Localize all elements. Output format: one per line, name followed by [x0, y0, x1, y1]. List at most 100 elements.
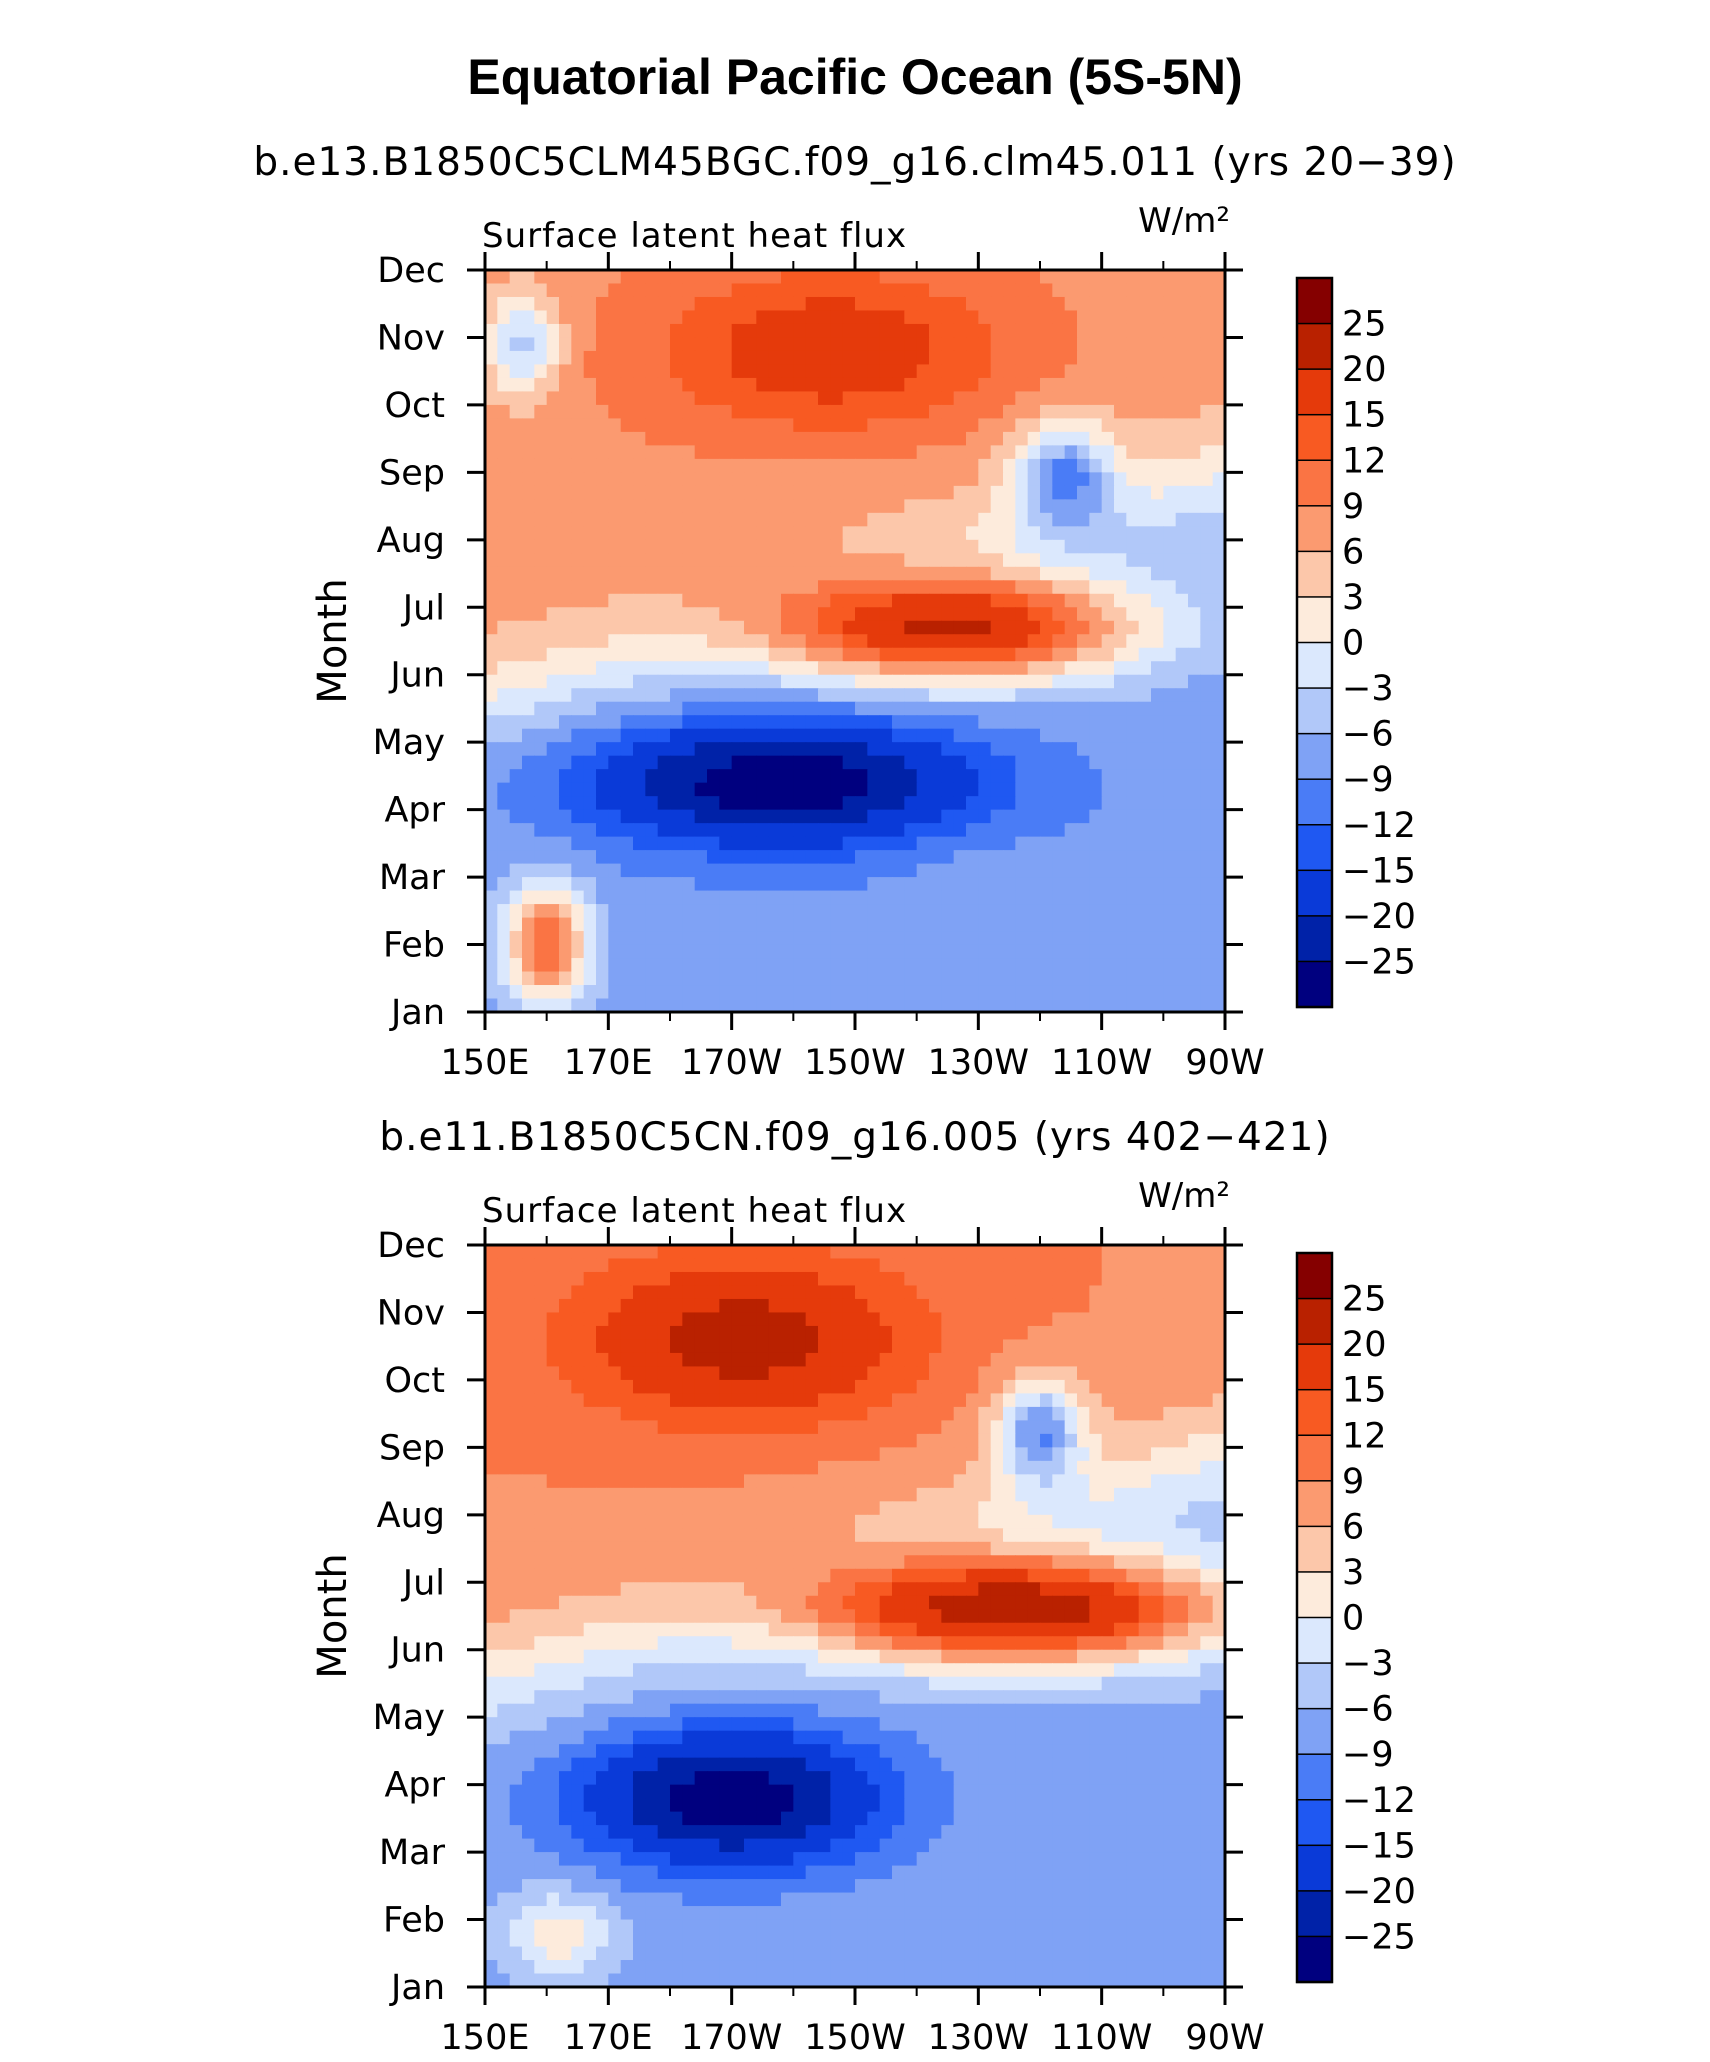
heatmap-cell [744, 998, 757, 1012]
heatmap-cell [1089, 1501, 1103, 1516]
heatmap-cell [559, 364, 572, 379]
heatmap-cell [1040, 1582, 1053, 1597]
heatmap-cell [485, 472, 498, 487]
heatmap-cell [509, 1393, 523, 1408]
heatmap-cell [879, 404, 893, 419]
heatmap-cell [990, 998, 1004, 1012]
heatmap-cell [608, 607, 622, 622]
heatmap-cell [1064, 836, 1078, 851]
heatmap-cell [966, 283, 979, 298]
heatmap-cell [645, 485, 659, 500]
heatmap-cell [1188, 1420, 1201, 1435]
heatmap-cell [818, 270, 831, 285]
heatmap-cell [1212, 1406, 1225, 1421]
heatmap-cell [744, 931, 757, 946]
heatmap-cell [1151, 1245, 1164, 1260]
heatmap-cell [966, 701, 979, 716]
heatmap-cell [768, 661, 782, 676]
heatmap-cell [867, 1352, 881, 1368]
heatmap-cell [805, 553, 819, 568]
heatmap-cell [842, 782, 856, 797]
heatmap-cell [1015, 809, 1029, 824]
heatmap-cell [818, 863, 831, 878]
heatmap-cell [904, 566, 918, 581]
heatmap-cell [645, 1582, 659, 1597]
heatmap-cell [559, 931, 572, 946]
heatmap-cell [1114, 1325, 1127, 1341]
heatmap-cell [879, 1379, 893, 1394]
heatmap-cell [1101, 1447, 1115, 1462]
heatmap-cell [1015, 971, 1029, 986]
heatmap-cell [953, 674, 967, 689]
heatmap-cell [657, 823, 671, 838]
heatmap-cell [768, 809, 782, 824]
heatmap-cell [620, 566, 634, 581]
heatmap-cell [805, 1582, 819, 1597]
heatmap-cell [485, 1406, 498, 1421]
heatmap-cell [719, 1474, 733, 1489]
heatmap-cell [522, 1258, 535, 1273]
heatmap-cell [1114, 1285, 1127, 1300]
heatmap-cell [707, 1271, 720, 1287]
heatmap-cell [953, 310, 967, 325]
heatmap-cell [1200, 742, 1214, 757]
heatmap-cell [509, 755, 523, 770]
heatmap-cell [485, 499, 498, 514]
heatmap-cell [633, 445, 646, 460]
heatmap-cell [1200, 944, 1214, 959]
heatmap-cell [707, 1447, 720, 1462]
heatmap-cell [892, 499, 905, 514]
heatmap-cell [1003, 1379, 1016, 1394]
heatmap-cell [608, 863, 622, 878]
heatmap-cell [879, 445, 893, 460]
heatmap-cell [805, 1379, 819, 1394]
heatmap-cell [781, 904, 794, 919]
heatmap-cell [1089, 1528, 1103, 1543]
heatmap-cell [744, 634, 757, 649]
heatmap-cell [509, 1541, 523, 1556]
heatmap-cell [855, 850, 868, 865]
heatmap-cell [756, 1366, 770, 1381]
heatmap-cell [620, 391, 634, 406]
heatmap-cell [842, 1447, 856, 1462]
heatmap-cell [1077, 270, 1090, 285]
heatmap-cell [855, 593, 868, 608]
heatmap-cell [867, 701, 881, 716]
heatmap-cell [978, 1514, 992, 1529]
heatmap-cell [633, 1352, 646, 1368]
heatmap-cell [744, 755, 757, 770]
heatmap-cell [1015, 715, 1029, 730]
heatmap-cell [707, 431, 720, 446]
heatmap-cell [534, 1285, 548, 1300]
heatmap-cell [953, 553, 967, 568]
heatmap-cell [1064, 742, 1078, 757]
heatmap-cell [534, 431, 548, 446]
heatmap-cell [670, 566, 683, 581]
heatmap-cell [744, 1568, 757, 1583]
heatmap-cell [497, 404, 511, 419]
heatmap-cell [1126, 1245, 1140, 1260]
heatmap-cell [571, 364, 585, 379]
heatmap-cell [1151, 998, 1164, 1012]
heatmap-cell [1138, 890, 1152, 905]
heatmap-cell [953, 1447, 967, 1462]
heatmap-cell [744, 836, 757, 851]
heatmap-cell [1027, 904, 1041, 919]
heatmap-cell [633, 1393, 646, 1408]
heatmap-cell [1163, 391, 1177, 406]
heatmap-cell [805, 1433, 819, 1448]
heatmap-cell [682, 1447, 696, 1462]
heatmap-cell [1027, 270, 1041, 285]
heatmap-cell [682, 1474, 696, 1489]
heatmap-cell [682, 1271, 696, 1287]
heatmap-cell [929, 782, 942, 797]
heatmap-cell [1138, 485, 1152, 500]
heatmap-cell [620, 1406, 634, 1421]
heatmap-cell [1114, 728, 1127, 743]
heatmap-cell [879, 931, 893, 946]
heatmap-cell [1052, 661, 1066, 676]
heatmap-cell [1064, 350, 1078, 366]
heatmap-cell [818, 634, 831, 649]
heatmap-cell [485, 1514, 498, 1529]
heatmap-cell [1138, 445, 1152, 460]
